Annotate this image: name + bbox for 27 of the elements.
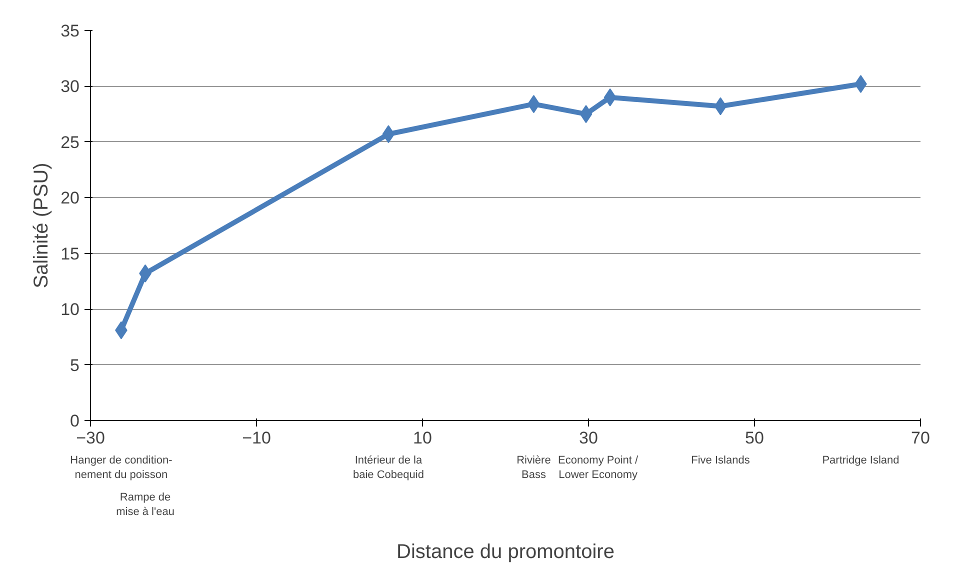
y-tick-label: 5 <box>70 356 80 375</box>
text: Five Islands <box>691 454 750 466</box>
text: Intérieur de la baie Cobequid <box>352 454 424 481</box>
text: Economy Point / Lower Economy <box>558 454 640 481</box>
text: Rivière Bass <box>516 454 551 481</box>
point <box>382 125 395 144</box>
x-tick-label: 50 <box>745 428 764 448</box>
y-tick-label: 30 <box>60 77 80 96</box>
x-axis-title: Distance du promontoire <box>396 540 614 563</box>
text: Partridge Island <box>822 454 900 466</box>
x-tick-label: 30 <box>579 428 598 448</box>
y-tick-label: 35 <box>60 22 80 40</box>
y-tick-label: 25 <box>60 132 80 152</box>
text: Hanger de condition- nement du poisson <box>70 454 173 481</box>
y-axis-title: Salinité (PSU) <box>30 162 53 288</box>
x-tick-label: 10 <box>413 428 432 448</box>
point <box>714 97 727 116</box>
y-tick-label: 10 <box>60 300 80 320</box>
y-tick-label: 15 <box>60 244 80 264</box>
point <box>604 88 616 106</box>
x-tick-label: −10 <box>242 428 271 448</box>
x-tick-label: −30 <box>76 428 105 448</box>
y-tick-label: 0 <box>70 412 80 430</box>
x-tick-label: 70 <box>911 428 930 448</box>
y-tick-label: 20 <box>60 188 80 208</box>
text: Rampe de mise à l'eau <box>116 492 174 518</box>
point <box>580 105 592 124</box>
